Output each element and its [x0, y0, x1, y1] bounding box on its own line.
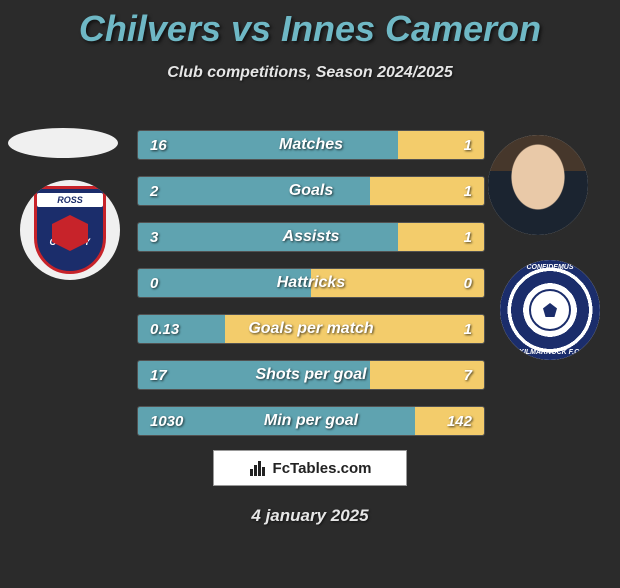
crest-bottom-text: KILMARNOCK F.C.: [500, 349, 600, 356]
stat-row: 177Shots per goal: [137, 360, 485, 390]
stat-label: Shots per goal: [138, 361, 484, 389]
stat-label: Hattricks: [138, 269, 484, 297]
stat-label: Min per goal: [138, 407, 484, 435]
crest-banner: ROSS: [37, 193, 103, 207]
crest-ball-icon: [529, 289, 571, 331]
brand-logo-icon: [249, 459, 267, 477]
stat-row: 31Assists: [137, 222, 485, 252]
ross-county-crest-icon: ROSS COUNTY: [34, 186, 106, 274]
stat-label: Goals: [138, 177, 484, 205]
stat-row: 0.131Goals per match: [137, 314, 485, 344]
stat-label: Assists: [138, 223, 484, 251]
brand-box[interactable]: FcTables.com: [213, 450, 407, 486]
crest-top-text: CONFIDEMUS: [500, 264, 600, 271]
stat-label: Matches: [138, 131, 484, 159]
comparison-title: Chilvers vs Innes Cameron: [0, 8, 620, 50]
kilmarnock-crest-icon: CONFIDEMUS KILMARNOCK F.C.: [500, 260, 600, 360]
stat-label: Goals per match: [138, 315, 484, 343]
stat-row: 161Matches: [137, 130, 485, 160]
brand-text: FcTables.com: [273, 460, 372, 477]
left-team-crest: ROSS COUNTY: [20, 180, 120, 280]
right-team-crest: CONFIDEMUS KILMARNOCK F.C.: [500, 260, 600, 360]
stat-row: 21Goals: [137, 176, 485, 206]
comparison-date: 4 january 2025: [0, 506, 620, 526]
comparison-rows: 161Matches 21Goals 31Assists 00Hattricks 0.1…: [137, 130, 485, 452]
right-player-avatar: [488, 135, 588, 235]
comparison-subtitle: Club competitions, Season 2024/2025: [0, 64, 620, 82]
left-player-avatar: [8, 128, 118, 158]
stat-row: 1030142Min per goal: [137, 406, 485, 436]
player-face-icon: [488, 135, 588, 235]
stat-row: 00Hattricks: [137, 268, 485, 298]
